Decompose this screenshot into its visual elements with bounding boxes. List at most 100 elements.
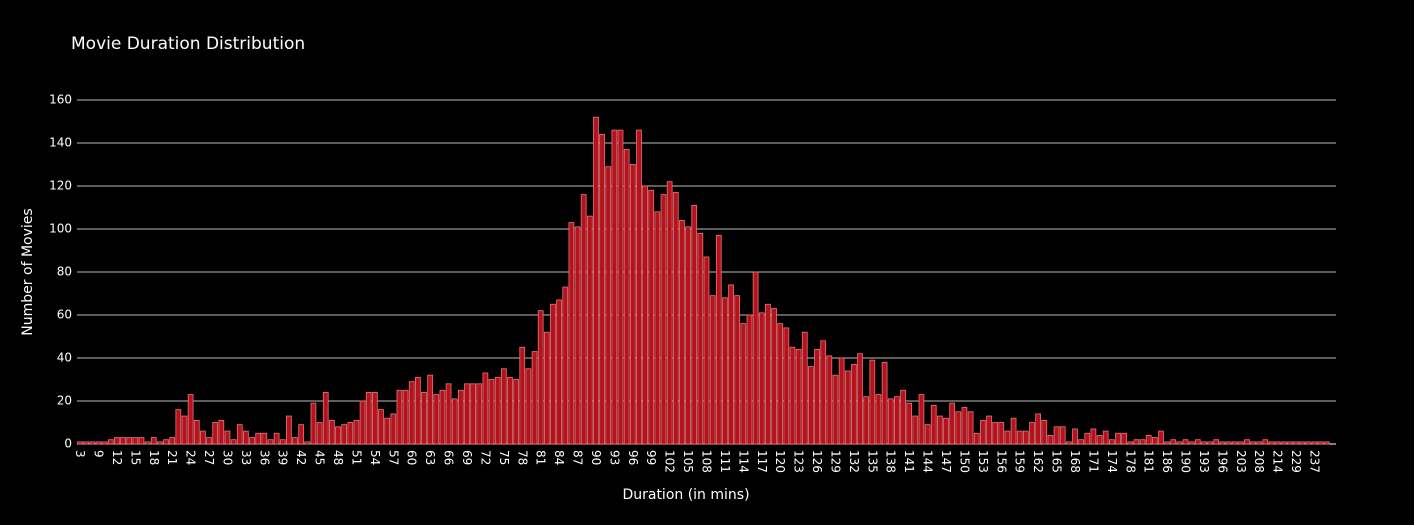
bar <box>967 411 974 445</box>
y-tick-label: 40 <box>57 351 72 365</box>
bar <box>728 284 734 445</box>
x-tick-label: 126 <box>810 450 824 473</box>
bar <box>1219 441 1226 445</box>
bar <box>826 355 833 445</box>
x-tick-label: 186 <box>1160 450 1174 473</box>
bar <box>1059 426 1066 445</box>
bar <box>795 348 802 445</box>
x-tick-label: 214 <box>1271 450 1285 473</box>
bar <box>1299 441 1306 445</box>
bar <box>107 439 114 445</box>
x-tick-label: 237 <box>1308 450 1322 473</box>
x-tick-label: 171 <box>1086 450 1100 473</box>
bar <box>605 166 612 445</box>
bar <box>863 396 870 445</box>
bar <box>181 415 188 445</box>
x-tick-label: 90 <box>589 450 603 465</box>
bar <box>660 194 667 445</box>
x-tick-label: 39 <box>276 450 290 465</box>
x-tick-label: 132 <box>847 450 861 473</box>
bar <box>243 430 249 445</box>
bar <box>1016 430 1023 445</box>
bar <box>851 364 857 445</box>
bar <box>715 235 722 445</box>
bar <box>1078 439 1084 445</box>
bar <box>525 368 532 445</box>
y-tick-label: 140 <box>49 136 72 150</box>
x-tick-label: 105 <box>681 450 695 473</box>
bar <box>120 437 126 445</box>
bar <box>691 204 698 445</box>
bar <box>752 271 759 445</box>
bar <box>648 189 655 445</box>
x-tick-label: 18 <box>147 450 161 465</box>
bar <box>451 398 458 445</box>
bar <box>1164 441 1170 445</box>
bar <box>273 432 280 445</box>
bar <box>1090 428 1097 445</box>
bar <box>1268 441 1275 445</box>
bar <box>353 419 360 445</box>
bar <box>1108 439 1115 445</box>
bar <box>476 383 483 445</box>
x-tick-label: 87 <box>571 450 585 465</box>
bar <box>740 323 747 445</box>
x-tick-label: 108 <box>700 450 714 473</box>
bar <box>267 439 274 445</box>
x-tick-label: 9 <box>91 450 105 458</box>
x-tick-label: 138 <box>884 450 898 473</box>
bar <box>89 441 96 445</box>
x-tick-label: 30 <box>220 450 234 465</box>
x-tick-label: 15 <box>128 450 142 465</box>
bar <box>617 129 624 445</box>
bar <box>869 359 876 445</box>
y-tick-label: 160 <box>49 93 72 107</box>
bar <box>482 372 489 445</box>
bar <box>771 308 777 445</box>
x-tick-label: 78 <box>515 450 529 465</box>
bar <box>1323 441 1330 445</box>
chart-title: Movie Duration Distribution <box>71 34 305 54</box>
bar <box>249 437 255 445</box>
bar <box>1151 437 1158 445</box>
bar <box>814 348 820 445</box>
bar <box>175 409 182 445</box>
bar <box>157 441 163 445</box>
bar <box>666 181 673 445</box>
bar <box>1121 432 1127 445</box>
bar <box>433 394 440 445</box>
bar <box>1072 428 1078 445</box>
bar <box>1065 441 1072 445</box>
bar <box>519 346 526 445</box>
bar <box>580 194 587 445</box>
bar <box>973 432 980 445</box>
bar <box>1010 417 1017 445</box>
y-tick-label: 100 <box>49 222 72 236</box>
bar <box>292 437 298 445</box>
x-tick-label: 36 <box>257 450 271 465</box>
x-tick-label: 141 <box>902 450 916 473</box>
bar <box>445 383 452 445</box>
x-tick-label: 165 <box>1050 450 1064 473</box>
bar <box>961 407 968 445</box>
bar <box>494 376 501 445</box>
bar <box>1244 439 1250 445</box>
bar <box>1139 439 1146 445</box>
bar <box>500 368 507 445</box>
bar <box>1115 432 1121 445</box>
bar <box>531 351 538 445</box>
x-tick-label: 178 <box>1123 450 1137 473</box>
bar <box>144 441 151 445</box>
bar <box>543 331 550 445</box>
y-tick-label: 60 <box>57 308 72 322</box>
bar <box>789 346 796 445</box>
x-tick-label: 203 <box>1234 450 1248 473</box>
bar <box>550 303 556 445</box>
bar <box>83 441 90 445</box>
bar <box>1035 413 1041 445</box>
bar <box>1182 439 1189 445</box>
bar <box>1041 419 1048 445</box>
x-tick-label: 102 <box>663 450 677 473</box>
bar <box>206 437 212 445</box>
bar <box>1084 432 1091 445</box>
